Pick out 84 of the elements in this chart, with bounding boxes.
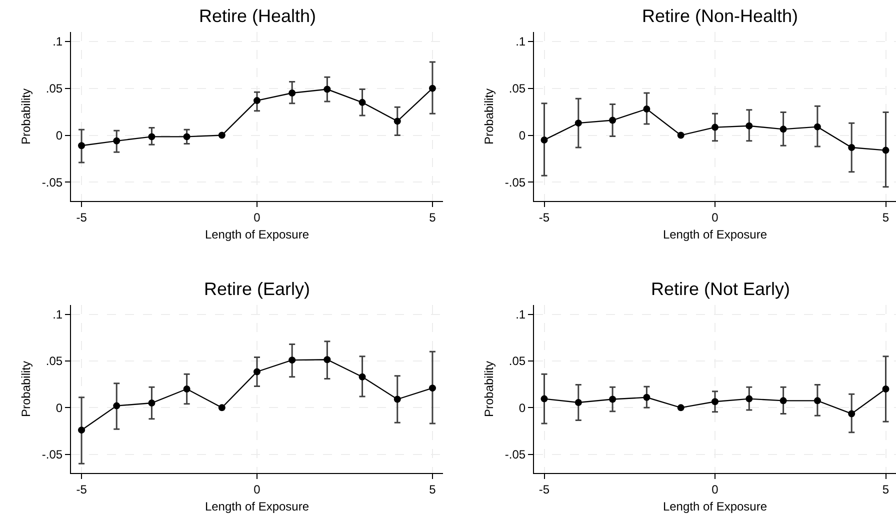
x-tick-label: 5 — [429, 210, 436, 224]
x-tick-label: -5 — [76, 210, 88, 224]
x-axis-title: Length of Exposure — [204, 499, 310, 514]
y-tick-label: .1 — [516, 34, 526, 49]
point — [540, 136, 548, 144]
y-tick-label: .1 — [52, 308, 63, 322]
point — [643, 105, 650, 112]
x-tick-label: -5 — [538, 482, 550, 496]
x-axis-title: Length of Exposure — [204, 227, 310, 242]
x-tick-label: 0 — [712, 482, 719, 496]
point — [288, 90, 296, 97]
y-axis-title: Probability — [19, 360, 34, 418]
point — [848, 410, 856, 418]
chart-title: Retire (Not Early) — [651, 279, 790, 299]
x-tick-label: 0 — [254, 210, 261, 224]
y-tick-label: 0 — [56, 400, 63, 415]
y-tick-label: 0 — [518, 400, 526, 415]
y-axis-title: Probability — [19, 88, 34, 145]
point — [712, 398, 718, 406]
point — [394, 396, 401, 403]
point — [218, 132, 226, 139]
y-tick-label: .05 — [46, 354, 63, 368]
point — [780, 126, 787, 133]
y-tick-label: -.05 — [42, 175, 63, 190]
y-tick-label: .05 — [46, 82, 63, 96]
point — [254, 368, 260, 376]
y-tick-label: -.05 — [42, 448, 63, 462]
x-axis-title: Length of Exposure — [662, 227, 768, 242]
point — [148, 400, 156, 406]
point — [848, 144, 856, 151]
point — [148, 133, 156, 140]
chart-title: Retire (Early) — [204, 279, 310, 299]
y-axis-title: Probability — [482, 88, 496, 145]
x-tick-label: 5 — [882, 210, 890, 224]
point — [183, 133, 190, 140]
x-tick-label: 5 — [882, 482, 890, 496]
point — [574, 120, 582, 127]
point — [113, 402, 120, 410]
point — [113, 137, 120, 144]
y-tick-label: .05 — [508, 354, 526, 368]
point — [814, 123, 821, 130]
x-tick-label: -5 — [76, 482, 88, 496]
point — [609, 116, 616, 124]
point — [609, 396, 616, 403]
point — [78, 142, 86, 150]
x-tick-label: 0 — [712, 210, 719, 224]
point — [746, 122, 753, 130]
x-axis-title: Length of Exposure — [662, 499, 768, 514]
point — [882, 146, 890, 154]
x-tick-label: 0 — [254, 482, 261, 496]
point — [428, 384, 436, 392]
y-axis-title: Probability — [482, 360, 496, 418]
y-tick-label: 0 — [518, 128, 526, 142]
point — [712, 124, 718, 131]
point — [643, 394, 650, 401]
point — [394, 118, 401, 125]
y-tick-label: -.05 — [504, 448, 526, 462]
point — [324, 86, 331, 93]
point — [183, 386, 190, 392]
point — [780, 397, 787, 404]
point — [574, 399, 582, 406]
x-tick-label: 5 — [429, 482, 436, 496]
point — [324, 356, 331, 364]
point — [814, 397, 821, 404]
point — [746, 395, 753, 402]
y-tick-label: .1 — [516, 308, 526, 322]
point — [218, 404, 226, 412]
point — [540, 395, 548, 402]
point — [677, 132, 684, 139]
point — [677, 404, 684, 412]
y-tick-label: .1 — [52, 34, 63, 49]
chart-title: Retire (Non-Health) — [642, 6, 798, 26]
point — [288, 356, 296, 364]
point — [882, 386, 890, 392]
y-tick-label: 0 — [56, 128, 63, 142]
point — [78, 426, 86, 434]
point — [254, 97, 260, 104]
chart-title: Retire (Health) — [199, 6, 316, 26]
point — [428, 84, 436, 92]
point — [358, 373, 366, 380]
point — [358, 98, 366, 106]
y-tick-label: -.05 — [504, 175, 526, 190]
x-tick-label: -5 — [538, 210, 550, 224]
y-tick-label: .05 — [508, 82, 526, 96]
